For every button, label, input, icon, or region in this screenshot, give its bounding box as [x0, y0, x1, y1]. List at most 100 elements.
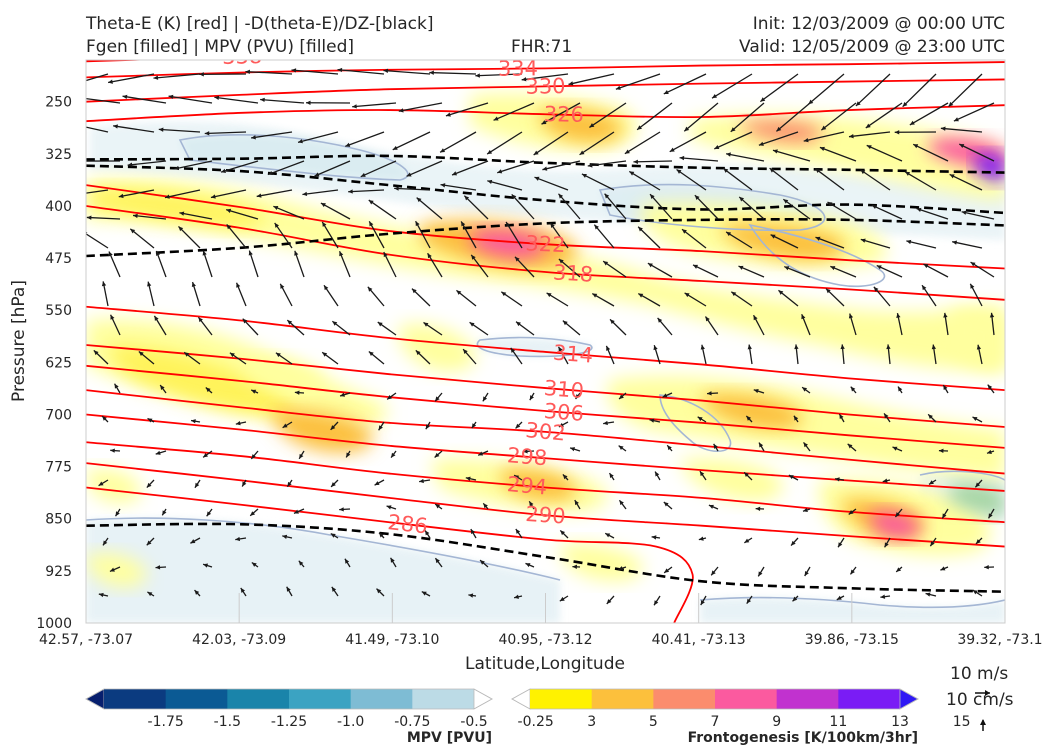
wind-vector: [819, 146, 857, 162]
theta-e-contour-322: [86, 184, 1005, 270]
wind-vector-head: [331, 586, 337, 592]
wind-vector-head: [815, 236, 821, 241]
wind-vector-head: [242, 318, 248, 324]
wind-vector-head: [758, 141, 764, 146]
wind-vector: [647, 262, 673, 278]
theta-e-label-330: 330: [525, 74, 566, 99]
wind-vector-head: [146, 482, 152, 488]
wind-vector-head: [700, 344, 705, 350]
wind-vector-head: [892, 446, 898, 451]
wind-vector-head: [928, 414, 933, 420]
wind-vector-head: [693, 264, 699, 269]
wind-vector-head: [299, 453, 304, 459]
wind-vector-head: [618, 445, 624, 451]
wind-vector-head: [860, 169, 866, 175]
wind-vector-head: [684, 126, 690, 132]
wind-vector: [770, 234, 799, 249]
wind-vector-head: [651, 535, 657, 540]
wind-vector: [871, 204, 903, 220]
theta-e-contour-306: [86, 364, 1005, 449]
wind-vector-head: [579, 150, 585, 155]
wind-vector: [807, 73, 845, 105]
wind-vector-head: [122, 94, 128, 100]
wind-vector-head: [191, 282, 196, 288]
wind-vector-head: [755, 506, 761, 511]
wind-vector-head: [398, 108, 404, 113]
wind-vector-head: [471, 423, 477, 429]
wind-vector-head: [229, 352, 235, 358]
wind-vector-head: [416, 197, 422, 203]
wind-vector-head: [594, 224, 599, 230]
wind-vector-head: [487, 149, 493, 155]
wind-vector-head: [160, 385, 165, 390]
wind-vector: [549, 222, 569, 249]
wind-vector: [427, 252, 443, 278]
wind-vector-head: [930, 541, 935, 547]
wind-vector-head: [972, 590, 978, 595]
wind-vector-head: [570, 447, 576, 452]
wind-vector-head: [669, 147, 675, 152]
wind-vector-head: [746, 415, 752, 421]
wind-vector: [460, 221, 477, 249]
wind-vector-head: [470, 529, 475, 535]
wind-vector-head: [550, 223, 555, 229]
fgen-colorbar-title: Frontogenesis [K/100km/3hr]: [688, 730, 918, 746]
wind-vector: [302, 189, 339, 196]
wind-vector-head: [147, 591, 153, 597]
wind-vector-head: [931, 344, 937, 350]
wind-vector-head: [759, 442, 764, 448]
wind-vector-head: [236, 282, 241, 288]
wind-vector-head: [848, 509, 854, 515]
theta-e-contour-326: [86, 104, 1005, 123]
theta-e-label-298: 298: [506, 443, 548, 470]
y-tick-label: 325: [45, 147, 72, 163]
wind-vector-head: [821, 125, 827, 131]
wind-vector-head: [663, 501, 669, 507]
wind-vector-head: [377, 322, 383, 327]
wind-vector-head: [730, 127, 736, 132]
wind-vector: [637, 226, 661, 249]
wind-vector: [579, 131, 615, 156]
wind-vector: [814, 168, 845, 191]
wind-vector-head: [819, 146, 825, 151]
wind-vector: [725, 153, 765, 162]
wind-vector-head: [435, 504, 441, 509]
wind-vector-head: [256, 193, 262, 198]
wind-vector-head: [435, 558, 440, 564]
x-axis-ticks: 42.57, -73.07 42.03, -73.09 41.49, -73.10 4…: [39, 593, 1043, 648]
wind-vector: [113, 125, 155, 133]
wind-vector-head: [618, 566, 624, 571]
y-tick-label: 925: [45, 564, 72, 580]
wind-vector-head: [415, 221, 420, 227]
wind-vector-head: [147, 418, 153, 423]
wind-vector-head: [922, 285, 927, 291]
stability-contour: [86, 522, 1005, 594]
wind-vector-head: [178, 226, 184, 232]
wind-vector-head: [480, 560, 485, 565]
wind-vector: [860, 238, 891, 249]
colorbar-extend-low: [85, 688, 105, 710]
wind-vector-head: [949, 174, 955, 179]
wind-vector-head: [429, 70, 434, 75]
wind-vector-head: [847, 443, 853, 449]
wind-vector-head: [482, 396, 488, 402]
wind-vector: [589, 102, 627, 128]
wind-vector: [214, 96, 259, 104]
colorbar-tick-label: -1.25: [271, 714, 307, 730]
wind-vector-head: [465, 476, 471, 481]
wind-vector-head: [959, 144, 965, 149]
wind-vector-head: [943, 385, 948, 391]
wind-vector-head: [280, 283, 285, 289]
y-tick-label: 475: [45, 251, 72, 267]
wind-vector-head: [515, 528, 521, 534]
wind-vector-head: [834, 477, 840, 482]
wind-vector-head: [970, 283, 975, 289]
colorbar-extend-high: [473, 688, 493, 710]
wind-vector-head: [260, 97, 265, 103]
wind-vector-head: [203, 453, 208, 458]
wind-vector-head: [925, 592, 931, 597]
wind-vector: [604, 193, 627, 220]
wind-vector: [256, 189, 293, 198]
